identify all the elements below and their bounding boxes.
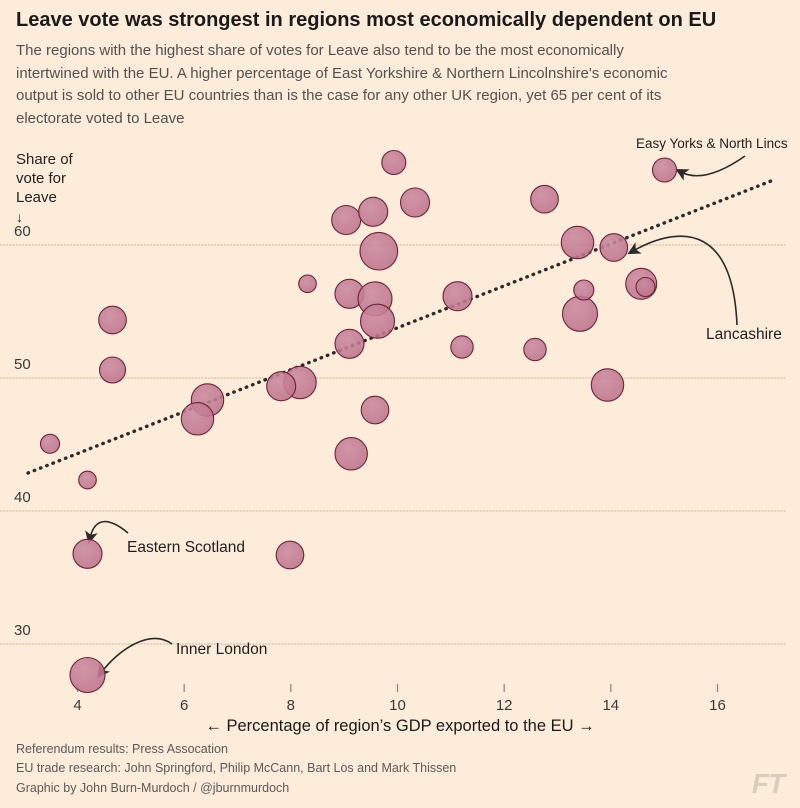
svg-text:Eastern Scotland: Eastern Scotland [127, 539, 245, 556]
svg-text:4: 4 [73, 697, 81, 714]
svg-text:8: 8 [287, 697, 295, 714]
svg-text:Easy Yorks & North Lincs: Easy Yorks & North Lincs [636, 136, 788, 151]
svg-text:40: 40 [14, 489, 31, 506]
svg-text:Inner London: Inner London [176, 641, 267, 658]
svg-text:12: 12 [496, 697, 513, 714]
svg-text:50: 50 [14, 356, 31, 373]
svg-text:30: 30 [14, 622, 31, 639]
svg-text:← Percentage of region’s GDP e: ← Percentage of region’s GDP exported to… [205, 717, 594, 735]
svg-text:14: 14 [602, 697, 619, 714]
svg-text:Lancashire: Lancashire [706, 326, 782, 343]
svg-text:6: 6 [180, 697, 188, 714]
svg-text:16: 16 [709, 697, 726, 714]
svg-text:60: 60 [14, 223, 31, 240]
svg-text:10: 10 [389, 697, 406, 714]
